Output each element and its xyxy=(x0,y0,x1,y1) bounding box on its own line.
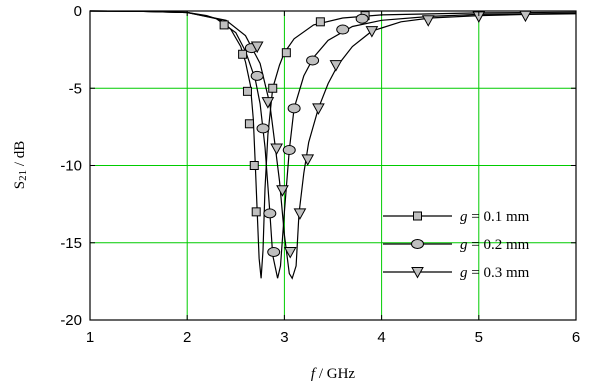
tick-labels: 1 2 3 4 5 6 0 -5 -10 -15 -20 xyxy=(60,3,580,346)
legend-marker-3 xyxy=(411,267,424,279)
legend-entry-2: g = 0.2 mm xyxy=(383,237,530,253)
x-tick-label-1: 2 xyxy=(183,329,191,346)
series-3-point-3 xyxy=(270,143,283,156)
series-3-point-6 xyxy=(293,208,307,220)
x-axis-title: f / GHz xyxy=(311,366,356,382)
legend: g = 0.1 mm g = 0.2 mm g = 0.3 mm xyxy=(383,209,530,281)
legend-entry-3: g = 0.3 mm xyxy=(383,265,530,281)
series-1-point-2 xyxy=(238,49,248,59)
series-3-point-9 xyxy=(329,60,343,72)
series-line-3 xyxy=(89,10,577,280)
series-2-point-7 xyxy=(287,103,301,114)
series-3-point-10 xyxy=(365,26,379,38)
series-1-point-3 xyxy=(242,86,252,96)
legend-label-2: g = 0.2 mm xyxy=(460,237,530,253)
series-line-2 xyxy=(89,10,577,279)
x-tick-label-0: 1 xyxy=(86,329,94,346)
series-2-point-3 xyxy=(256,123,270,134)
legend-label-3: g = 0.3 mm xyxy=(460,265,530,281)
plot-frame xyxy=(89,10,577,321)
series-3-point-7 xyxy=(301,154,315,166)
series-2-point-10 xyxy=(355,13,369,24)
series-1-point-7 xyxy=(268,83,278,93)
series-2-point-2 xyxy=(250,70,264,81)
y-axis-title: S21 / dB xyxy=(12,141,29,190)
series-3-point-8 xyxy=(312,103,325,115)
x-tick-label-2: 3 xyxy=(280,329,288,346)
series-2-point-8 xyxy=(306,55,320,66)
series-3-point-2 xyxy=(261,97,275,109)
series-3-point-4 xyxy=(276,185,289,197)
series-2-point-6 xyxy=(282,145,296,156)
series-3-point-11 xyxy=(421,15,435,27)
legend-marker-1 xyxy=(413,211,422,221)
legend-entry-1: g = 0.1 mm xyxy=(383,209,530,225)
x-tick-label-5: 6 xyxy=(572,329,580,346)
y-tick-label-1: -5 xyxy=(69,80,82,97)
series-2-point-4 xyxy=(263,208,277,219)
series-2-point-9 xyxy=(336,24,350,35)
legend-label-1: g = 0.1 mm xyxy=(460,209,530,225)
series-1-point-5 xyxy=(249,161,259,170)
series-1-point-8 xyxy=(281,48,291,58)
y-tick-label-3: -15 xyxy=(60,235,82,252)
series-1-point-4 xyxy=(244,119,254,129)
series-3-point-1 xyxy=(250,41,264,54)
series-3-point-5 xyxy=(283,247,297,259)
y-tick-label-2: -10 xyxy=(60,158,82,175)
legend-marker-2 xyxy=(411,239,424,249)
x-tick-label-3: 4 xyxy=(377,329,385,346)
y-tick-label-4: -20 xyxy=(60,312,82,329)
grid xyxy=(90,11,576,320)
series-2-point-5 xyxy=(267,247,281,258)
series-3-point-13 xyxy=(519,10,532,23)
series-1-point-9 xyxy=(315,17,325,27)
series-1-point-6 xyxy=(251,207,261,217)
series-markers xyxy=(219,10,532,259)
x-tick-label-4: 5 xyxy=(475,329,483,346)
y-tick-label-0: 0 xyxy=(74,3,82,20)
series-1-point-1 xyxy=(219,20,229,30)
